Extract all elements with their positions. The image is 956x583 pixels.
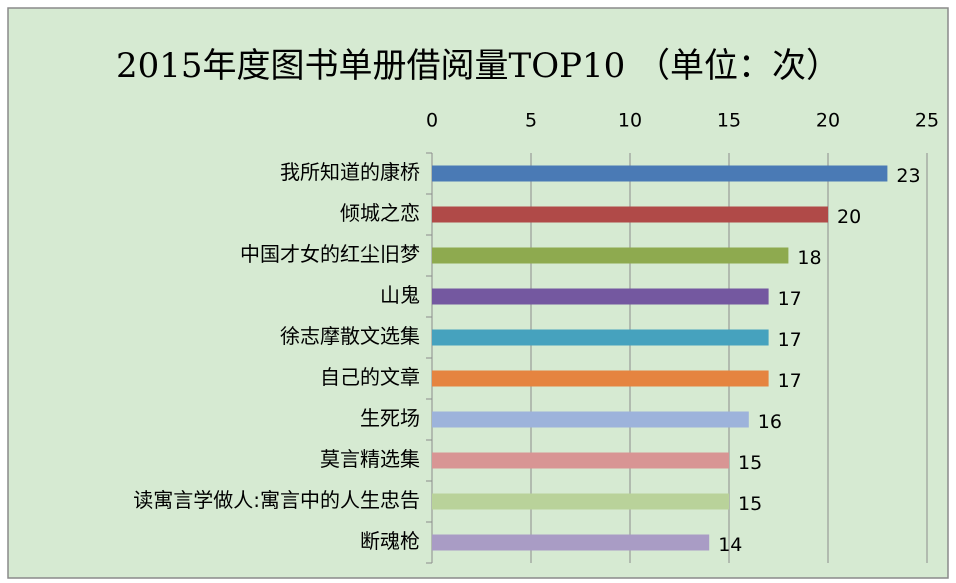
bar xyxy=(432,165,888,182)
y-tick-label: 山鬼 xyxy=(380,283,420,307)
bar xyxy=(432,534,710,551)
bar xyxy=(432,329,769,346)
y-tick-label: 中国才女的红尘旧梦 xyxy=(240,242,420,266)
y-tick-label: 生死场 xyxy=(360,406,420,430)
x-tick-label: 10 xyxy=(618,110,642,132)
bar xyxy=(432,247,789,264)
bar xyxy=(432,370,769,387)
bar xyxy=(432,288,769,305)
value-label: 15 xyxy=(738,452,762,474)
bar xyxy=(432,206,828,223)
y-tick-label: 我所知道的康桥 xyxy=(280,160,420,184)
x-tick-label: 20 xyxy=(816,110,840,132)
x-tick-label: 25 xyxy=(915,110,939,132)
y-tick-label: 徐志摩散文选集 xyxy=(280,324,420,348)
value-label: 17 xyxy=(778,370,802,392)
y-tick-label: 倾城之恋 xyxy=(340,201,420,225)
bar xyxy=(432,452,729,469)
value-label: 15 xyxy=(738,493,762,515)
value-label: 17 xyxy=(778,288,802,310)
value-label: 17 xyxy=(778,329,802,351)
x-tick-label: 0 xyxy=(426,110,438,132)
bar xyxy=(432,411,749,428)
y-tick-label: 读寓言学做人:寓言中的人生忠告 xyxy=(133,488,420,512)
y-tick-label: 自己的文章 xyxy=(320,365,420,389)
x-tick-label: 5 xyxy=(525,110,537,132)
y-tick-label: 断魂枪 xyxy=(360,529,420,553)
value-label: 18 xyxy=(797,247,821,269)
value-label: 14 xyxy=(718,534,742,556)
bar xyxy=(432,493,729,510)
chart-title: 2015年度图书单册借阅量TOP10 （单位：次） xyxy=(116,46,840,86)
y-tick-label: 莫言精选集 xyxy=(320,447,420,471)
x-tick-label: 15 xyxy=(717,110,741,132)
value-label: 23 xyxy=(896,165,920,187)
value-label: 20 xyxy=(837,206,861,228)
value-label: 16 xyxy=(758,411,782,433)
